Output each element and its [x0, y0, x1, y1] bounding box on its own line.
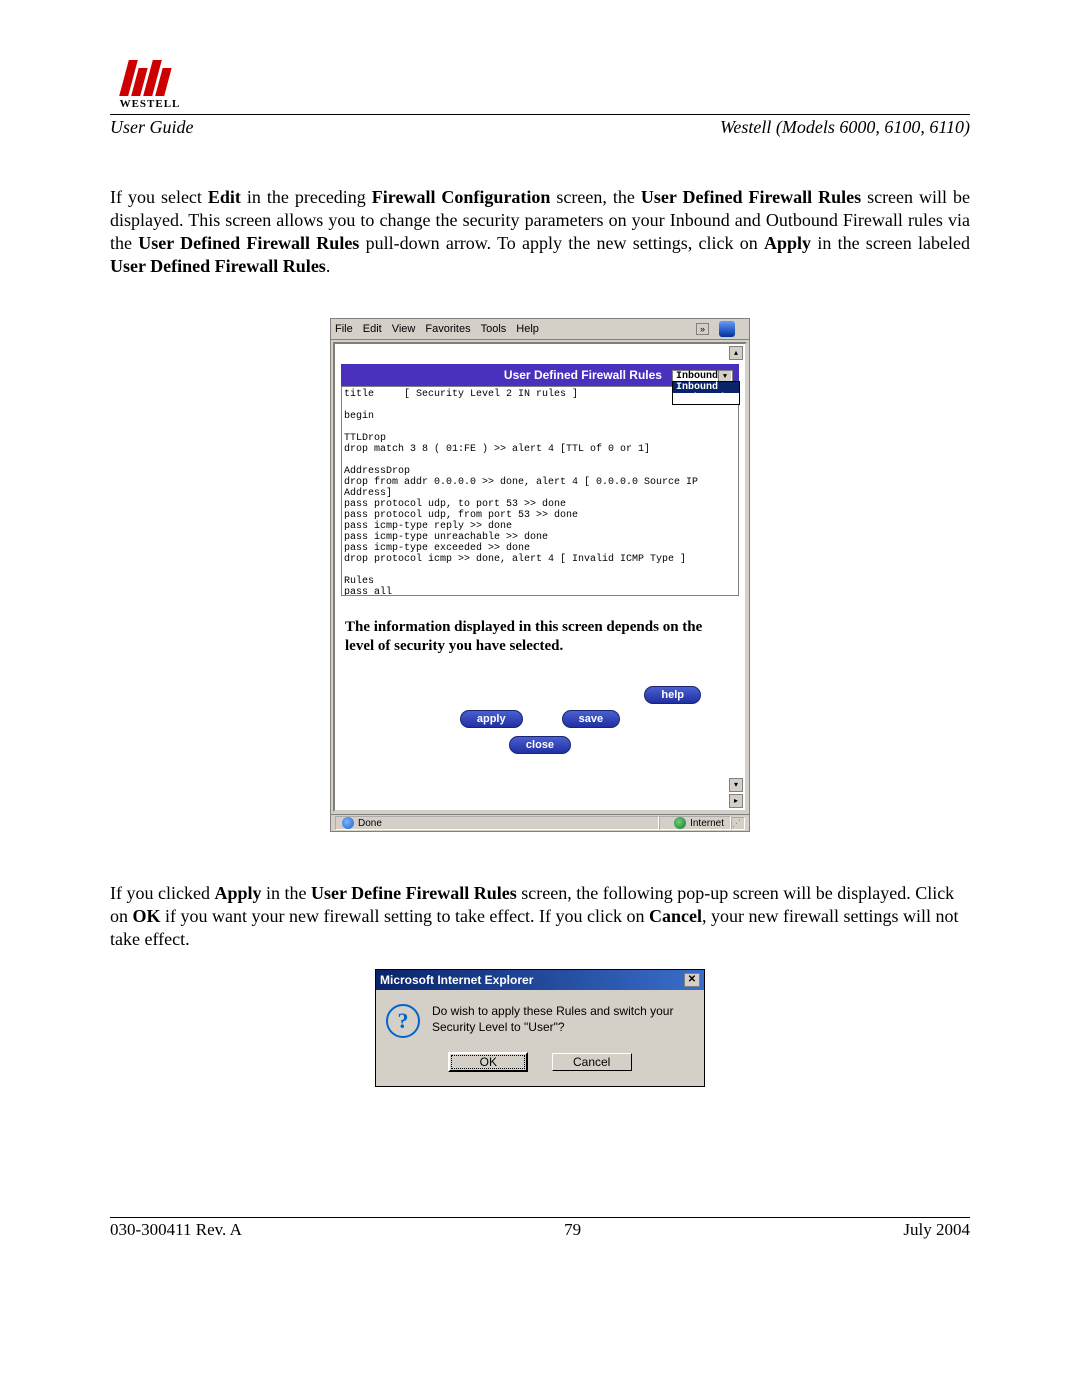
- scroll-right-icon[interactable]: ▸: [729, 794, 743, 808]
- rules-header-bar: User Defined Firewall Rules Inbound Inbo…: [341, 364, 739, 386]
- intro-paragraph: If you select Edit in the preceding Fire…: [110, 186, 970, 278]
- footer-date: July 2004: [903, 1220, 970, 1240]
- rules-textarea[interactable]: ▴title [ Security Level 2 IN rules ] beg…: [341, 386, 739, 596]
- menu-tools[interactable]: Tools: [481, 323, 507, 335]
- resize-grip-icon[interactable]: ⋰: [732, 818, 741, 829]
- save-button[interactable]: save: [562, 710, 620, 728]
- info-note: The information displayed in this screen…: [345, 618, 735, 656]
- menu-view[interactable]: View: [392, 323, 416, 335]
- brand-text: WESTELL: [120, 98, 181, 110]
- help-button[interactable]: help: [644, 686, 701, 704]
- scroll-down-icon[interactable]: ▾: [729, 778, 743, 792]
- ok-button[interactable]: OK: [448, 1052, 528, 1072]
- browser-menubar: File Edit View Favorites Tools Help »: [331, 319, 749, 340]
- westell-logo: WESTELL: [110, 60, 190, 110]
- dropdown-option-inbound[interactable]: Inbound: [673, 382, 739, 393]
- footer-page: 79: [564, 1220, 581, 1240]
- question-icon: ?: [386, 1004, 420, 1038]
- status-zone: Internet: [690, 818, 724, 829]
- menu-more[interactable]: »: [696, 323, 709, 335]
- footer-rule: [110, 1217, 970, 1218]
- rules-header-title: User Defined Firewall Rules: [347, 368, 666, 382]
- dialog-message: Do wish to apply these Rules and switch …: [432, 1004, 694, 1035]
- menu-edit[interactable]: Edit: [363, 323, 382, 335]
- ie-logo-icon: [719, 321, 735, 337]
- browser-content: ▴ User Defined Firewall Rules Inbound In…: [333, 342, 747, 812]
- dropdown-option-outbound[interactable]: Outbound: [673, 393, 739, 404]
- doc-title-left: User Guide: [110, 117, 194, 138]
- confirm-dialog: Microsoft Internet Explorer ✕ ? Do wish …: [375, 969, 705, 1087]
- status-done: Done: [358, 818, 382, 829]
- apply-paragraph: If you clicked Apply in the User Define …: [110, 882, 970, 951]
- browser-window: File Edit View Favorites Tools Help » ▴ …: [330, 318, 750, 832]
- menu-file[interactable]: File: [335, 323, 353, 335]
- doc-title-right: Westell (Models 6000, 6100, 6110): [720, 117, 970, 138]
- direction-dropdown-list[interactable]: Inbound Outbound: [672, 381, 740, 405]
- footer-rev: 030-300411 Rev. A: [110, 1220, 242, 1240]
- dialog-close-icon[interactable]: ✕: [684, 973, 700, 987]
- internet-zone-icon: [674, 817, 686, 829]
- menu-help[interactable]: Help: [516, 323, 539, 335]
- browser-statusbar: Done Internet ⋰: [331, 814, 749, 831]
- cancel-button[interactable]: Cancel: [552, 1053, 632, 1071]
- close-button[interactable]: close: [509, 736, 571, 754]
- scroll-up-icon[interactable]: ▴: [729, 346, 743, 360]
- apply-button[interactable]: apply: [460, 710, 523, 728]
- header-rule: [110, 114, 970, 115]
- dialog-title: Microsoft Internet Explorer: [380, 973, 533, 987]
- menu-favorites[interactable]: Favorites: [425, 323, 470, 335]
- done-icon: [342, 817, 354, 829]
- dialog-titlebar: Microsoft Internet Explorer ✕: [376, 970, 704, 990]
